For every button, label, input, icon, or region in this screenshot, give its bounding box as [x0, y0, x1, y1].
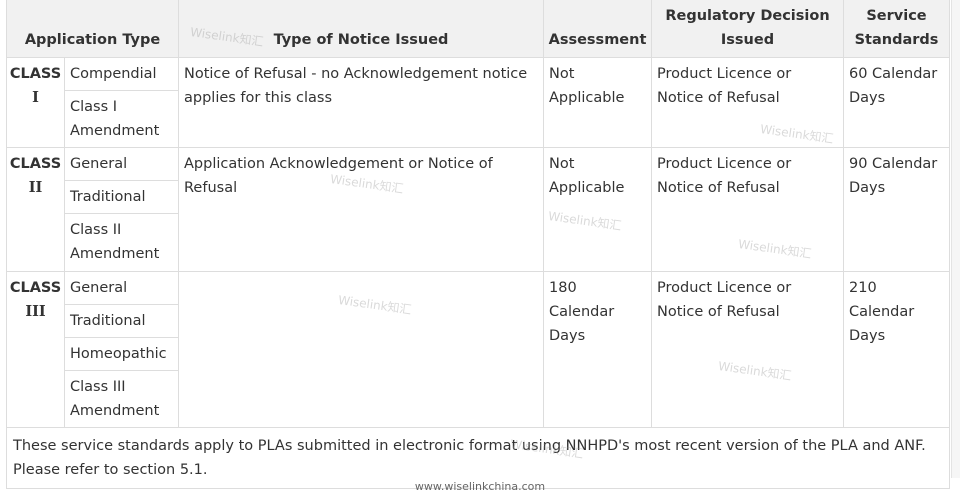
- class-label: CLASS I: [6, 57, 65, 148]
- decision-cell: Product Licence or Notice of Refusal: [651, 57, 844, 148]
- table-row: Traditional: [7, 180, 950, 214]
- subtype: Traditional: [64, 304, 179, 338]
- footer-url: www.wiselinkchina.com: [414, 480, 546, 493]
- assessment-cell: 180 Calendar Days: [543, 271, 652, 428]
- header-service: Service Standards: [843, 0, 950, 58]
- footnote: These service standards apply to PLAs su…: [6, 427, 950, 489]
- table-row: Traditional: [7, 304, 950, 338]
- footnote-row: These service standards apply to PLAs su…: [6, 427, 950, 489]
- subtype: Class III Amendment: [64, 370, 179, 428]
- subtype: General: [64, 271, 179, 305]
- service-cell: 210 Calendar Days: [843, 271, 950, 428]
- class-label: CLASS II: [6, 147, 65, 272]
- header-application-type: Application Type: [6, 0, 179, 58]
- subtype: Compendial: [64, 57, 179, 91]
- notice-cell: Notice of Refusal - no Acknowledgement n…: [178, 57, 544, 148]
- table-row: Class III Amendment: [7, 370, 950, 428]
- table-row: Class I Amendment: [7, 90, 950, 148]
- assessment-cell: Not Applicable: [543, 57, 652, 148]
- table-row: CLASS I Compendial Notice of Refusal - no…: [6, 57, 950, 148]
- scrollbar[interactable]: [951, 0, 960, 478]
- subtype: Traditional: [64, 180, 179, 214]
- table-row: Class II Amendment: [7, 213, 950, 272]
- header-assessment: Assessment: [543, 0, 652, 58]
- header-decision: Regulatory Decision Issued: [651, 0, 844, 58]
- subtype: General: [64, 147, 179, 181]
- header-row: Application Type Type of Notice Issued A…: [6, 0, 950, 58]
- service-cell: 90 Calendar Days: [843, 147, 950, 272]
- header-notice: Type of Notice Issued: [178, 0, 544, 58]
- decision-cell: Product Licence or Notice of Refusal: [651, 147, 844, 272]
- decision-cell: Product Licence or Notice of Refusal: [651, 271, 844, 428]
- assessment-cell: Not Applicable: [543, 147, 652, 272]
- table-row: CLASS II General Application Acknowledgem…: [6, 147, 950, 272]
- table-row: Homeopathic: [7, 337, 950, 371]
- table-row: CLASS III General 180 Calendar Days Produ…: [6, 271, 950, 428]
- class-label: CLASS III: [6, 271, 65, 428]
- subtype: Class II Amendment: [64, 213, 179, 272]
- service-cell: 60 Calendar Days: [843, 57, 950, 148]
- notice-cell: [178, 271, 544, 428]
- subtype: Class I Amendment: [64, 90, 179, 148]
- service-standards-table: Application Type Type of Notice Issued A…: [6, 0, 950, 489]
- notice-cell: Application Acknowledgement or Notice of…: [178, 147, 544, 272]
- subtype: Homeopathic: [64, 337, 179, 371]
